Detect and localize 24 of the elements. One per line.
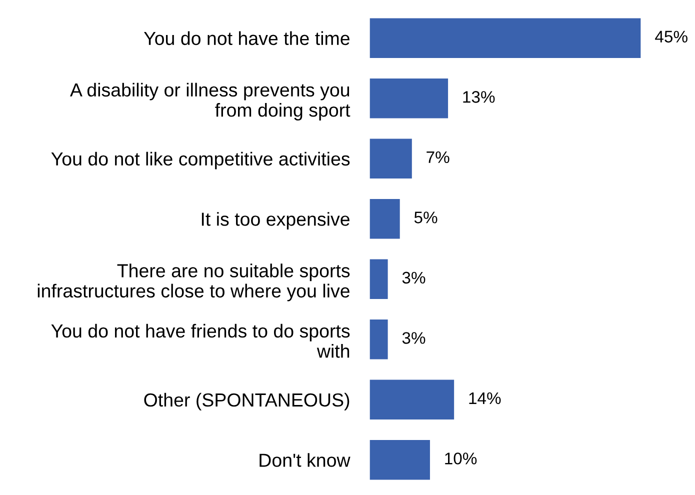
bar — [370, 198, 400, 239]
y-tick-label: It is too expensive — [202, 212, 350, 230]
y-tick-label: Don't know — [260, 453, 350, 467]
bar — [370, 78, 448, 118]
y-tick-label: You do not like competitive activities — [51, 152, 350, 170]
data-label: 13% — [463, 91, 495, 103]
data-label: 7% — [426, 151, 450, 164]
data-label: 3% — [402, 272, 426, 284]
data-label: 5% — [414, 212, 438, 224]
bar — [370, 380, 454, 420]
bar — [370, 259, 388, 300]
data-label: 14% — [469, 392, 501, 404]
data-label: 3% — [402, 332, 426, 344]
y-tick-label: Other (SPONTANEOUS) — [144, 392, 350, 410]
bar — [370, 138, 412, 178]
bar — [370, 320, 388, 360]
data-label: 10% — [445, 452, 477, 464]
data-label: 45% — [655, 30, 688, 43]
bar — [370, 440, 430, 480]
bar — [370, 18, 641, 58]
y-tick-label: You do not have friends to do sports with — [51, 324, 350, 358]
y-tick-label: There are no suitable sports infrastructures close to where you live — [38, 264, 350, 302]
y-tick-label: You do not have the time — [144, 31, 350, 46]
y-tick-label: A disability or illness prevents you from doing sport — [70, 82, 350, 120]
